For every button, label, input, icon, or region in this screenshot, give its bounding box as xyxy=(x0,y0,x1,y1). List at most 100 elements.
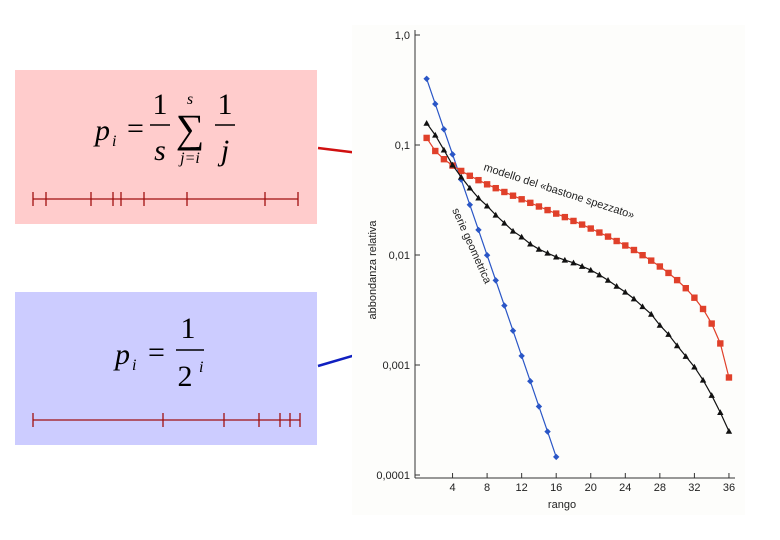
formula-text: s xyxy=(154,134,166,167)
point xyxy=(578,263,586,269)
point xyxy=(596,271,603,278)
point xyxy=(423,75,430,82)
x-tick-label: 20 xyxy=(585,482,597,494)
point xyxy=(509,192,517,199)
point xyxy=(518,233,525,240)
point xyxy=(725,374,733,381)
point xyxy=(587,225,594,232)
formula-text: i xyxy=(199,359,203,376)
point xyxy=(492,277,499,284)
x-tick-label: 12 xyxy=(516,482,528,494)
point xyxy=(682,285,689,292)
x-tick-label: 24 xyxy=(619,482,631,494)
point xyxy=(440,155,448,163)
point xyxy=(691,294,698,301)
point xyxy=(682,353,689,359)
point xyxy=(717,409,724,416)
formula-text: i xyxy=(132,357,136,374)
point xyxy=(604,233,612,240)
point xyxy=(518,352,525,360)
point xyxy=(708,320,715,327)
point xyxy=(691,363,698,370)
point xyxy=(432,100,439,108)
chart-background xyxy=(352,25,745,515)
x-axis-label: rango xyxy=(548,499,576,511)
point xyxy=(475,226,482,234)
point xyxy=(630,246,638,254)
point xyxy=(466,201,474,208)
formula-text: p xyxy=(113,338,130,371)
point xyxy=(673,342,681,349)
x-tick-label: 8 xyxy=(484,482,490,494)
point xyxy=(492,184,499,192)
point xyxy=(449,161,456,168)
formula-text: 1 xyxy=(181,312,196,345)
point xyxy=(553,253,560,260)
series-line xyxy=(426,78,557,458)
point xyxy=(648,310,655,317)
point xyxy=(501,219,508,226)
point xyxy=(527,240,534,247)
x-tick-label: 16 xyxy=(550,482,562,494)
point xyxy=(440,146,448,153)
ruler xyxy=(32,413,301,427)
point xyxy=(457,173,465,180)
ruler xyxy=(32,192,299,206)
point xyxy=(527,199,534,207)
point xyxy=(622,242,629,249)
point xyxy=(527,378,534,385)
point xyxy=(466,184,474,191)
point xyxy=(492,211,499,218)
point xyxy=(570,217,577,225)
point xyxy=(518,196,525,203)
point xyxy=(639,303,646,310)
point xyxy=(423,119,430,126)
point xyxy=(656,263,664,270)
point xyxy=(535,403,543,410)
point xyxy=(553,453,560,461)
x-tick-label: 28 xyxy=(654,482,666,494)
point xyxy=(613,283,620,289)
point xyxy=(544,206,551,214)
point xyxy=(604,277,612,283)
point xyxy=(509,327,517,334)
point xyxy=(535,245,543,252)
point xyxy=(639,251,646,259)
point xyxy=(648,257,655,264)
point xyxy=(553,210,560,217)
formula-text: 1 xyxy=(153,88,168,121)
formula-box xyxy=(15,292,317,445)
point xyxy=(665,331,672,337)
y-tick-label: 0,1 xyxy=(395,140,410,152)
point xyxy=(673,276,681,284)
formula-text: ∑ xyxy=(176,106,205,151)
y-tick-label: 0,0001 xyxy=(376,470,410,482)
point xyxy=(699,305,707,313)
point xyxy=(630,295,638,302)
formula-text: 1 xyxy=(218,88,233,121)
point xyxy=(466,172,474,179)
point xyxy=(725,428,733,434)
formula-text: i xyxy=(112,133,116,150)
point xyxy=(717,340,724,347)
point xyxy=(483,251,491,259)
point xyxy=(570,259,577,266)
point xyxy=(535,203,543,210)
point xyxy=(587,266,594,273)
point xyxy=(449,151,456,158)
point xyxy=(613,237,620,245)
x-tick-label: 36 xyxy=(723,482,735,494)
point xyxy=(440,126,448,133)
point xyxy=(578,221,586,228)
point xyxy=(457,167,465,175)
point xyxy=(561,256,569,263)
formula-text: j xyxy=(217,134,229,167)
point xyxy=(475,194,482,201)
y-tick-label: 1,0 xyxy=(395,30,410,42)
point xyxy=(656,322,664,328)
formula-text: j=i xyxy=(178,150,200,167)
y-tick-label: 0,01 xyxy=(389,250,410,262)
point xyxy=(509,227,517,234)
